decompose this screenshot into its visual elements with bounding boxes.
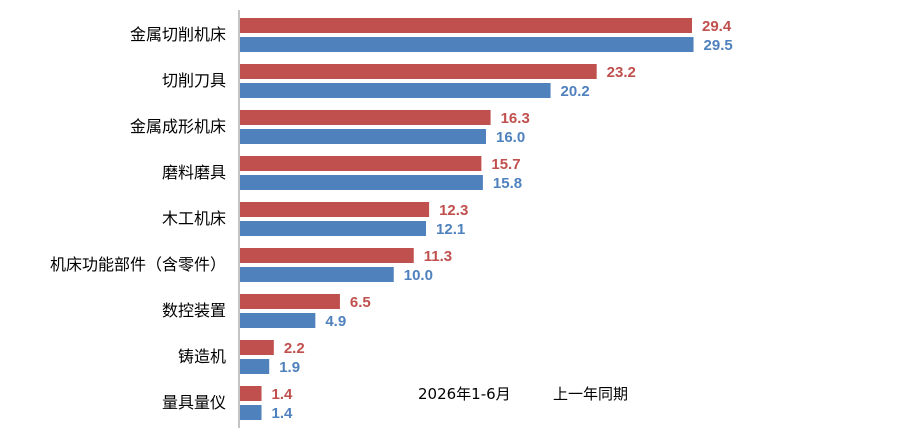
bar-series-1 — [240, 156, 482, 171]
bar-series-2 — [240, 129, 486, 144]
bar-series-1 — [240, 248, 414, 263]
bar-series-1 — [240, 294, 340, 309]
bar-series-2 — [240, 37, 694, 52]
bar-series-1 — [240, 18, 692, 33]
category-label: 金属成形机床 — [130, 117, 226, 136]
data-label-series-2: 4.9 — [325, 313, 346, 330]
legend-item-series-1: 2026年1-6月 — [418, 385, 511, 403]
data-label-series-1: 29.4 — [702, 18, 732, 35]
bar-series-1 — [240, 202, 430, 217]
data-label-series-2: 16.0 — [496, 129, 525, 146]
bar-series-2 — [240, 267, 394, 282]
bars-group — [240, 18, 694, 420]
data-label-series-1: 1.4 — [272, 386, 294, 403]
data-label-series-2: 12.1 — [436, 221, 465, 238]
bar-series-2 — [240, 175, 483, 190]
data-label-series-1: 23.2 — [607, 64, 636, 81]
data-label-series-2: 15.8 — [493, 175, 522, 192]
bar-series-1 — [240, 110, 491, 125]
data-label-series-2: 1.4 — [272, 405, 294, 422]
data-label-series-1: 2.2 — [284, 340, 305, 357]
legend-item-series-2: 上一年同期 — [553, 385, 628, 403]
data-label-series-2: 29.5 — [704, 37, 733, 54]
bar-series-1 — [240, 386, 262, 401]
bar-series-1 — [240, 64, 597, 79]
category-label: 切削刀具 — [162, 71, 226, 90]
category-label: 磨料磨具 — [162, 163, 226, 182]
category-label: 木工机床 — [162, 209, 226, 228]
legend: 2026年1-6月 上一年同期 — [418, 385, 628, 403]
data-label-series-1: 12.3 — [439, 202, 468, 219]
data-label-series-1: 11.3 — [424, 248, 452, 265]
data-label-series-2: 10.0 — [404, 267, 433, 284]
bar-series-2 — [240, 313, 316, 328]
bar-series-2 — [240, 359, 270, 374]
data-label-series-2: 20.2 — [561, 83, 590, 100]
labels-group: 金属切削机床 29.4 29.5 切削刀具 23.2 20.2 金属成形机床 16.3 16.0… — [50, 18, 733, 422]
category-label: 数控装置 — [162, 301, 226, 320]
category-label: 机床功能部件（含零件） — [50, 255, 226, 274]
data-label-series-1: 16.3 — [501, 110, 530, 127]
bar-series-2 — [240, 221, 427, 236]
bar-series-2 — [240, 405, 262, 420]
data-label-series-2: 1.9 — [279, 359, 300, 376]
bar-series-1 — [240, 340, 274, 355]
category-label: 金属切削机床 — [130, 25, 226, 44]
category-label: 铸造机 — [178, 347, 226, 366]
data-label-series-1: 15.7 — [491, 156, 520, 173]
data-label-series-1: 6.5 — [350, 294, 371, 311]
category-label: 量具量仪 — [162, 393, 226, 412]
bar-series-2 — [240, 83, 551, 98]
